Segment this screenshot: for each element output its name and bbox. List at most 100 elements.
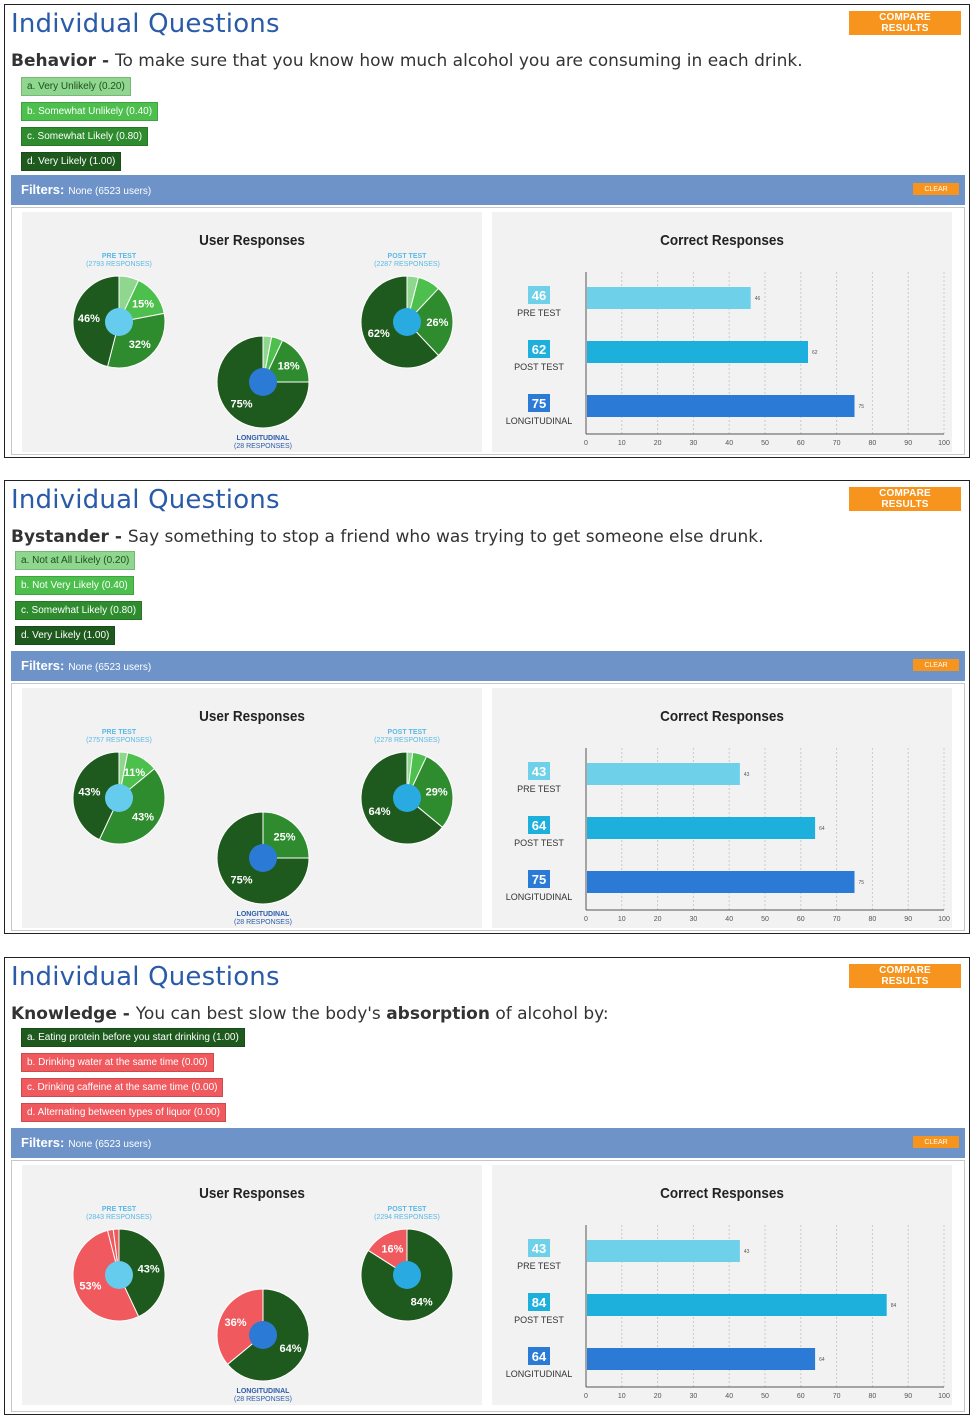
bar[interactable] (587, 1240, 740, 1262)
pie-1[interactable]: 26% 62% POST TEST(2287 RESPONSES) (360, 253, 454, 369)
question-part: Say something to stop a friend who was t… (127, 527, 764, 547)
user-responses-chart: 15% 32% 46% PRE TEST(2793 RESPONSES) 26% 62% P… (72, 253, 454, 450)
pie-2[interactable]: 64% 36% LONGITUDINAL(28 RESPONSES) (216, 1288, 310, 1403)
user-responses-chart: 43% 53% PRE TEST(2843 RESPONSES) 84% 16% POST… (72, 1206, 454, 1403)
user-responses-title: User Responses (199, 232, 305, 249)
bar-end-label: 46 (755, 296, 761, 302)
answer-option[interactable]: a. Very Unlikely (0.20) (21, 77, 131, 96)
pie-0[interactable]: 43% 53% PRE TEST(2843 RESPONSES) (72, 1206, 166, 1322)
question-part: absorption (386, 1004, 490, 1024)
bar[interactable] (587, 395, 855, 417)
pie-slice[interactable] (98, 767, 166, 845)
pie-slice[interactable] (406, 755, 454, 829)
pie-slice[interactable] (118, 1228, 166, 1318)
charts-area: 15% 32% 46% PRE TEST (2793 RESPONSES) 26% 62% P… (11, 207, 965, 455)
x-tick-label: 30 (690, 916, 698, 923)
answer-option[interactable]: a. Not at All Likely (0.20) (15, 551, 136, 570)
answer-option[interactable]: c. Somewhat Likely (0.80) (21, 127, 149, 146)
compare-results-button[interactable]: COMPARE RESULTS (849, 487, 961, 511)
x-tick-label: 40 (725, 1393, 733, 1400)
category-label: PRE TEST (517, 784, 561, 794)
question-text: Knowledge - You can best slow the body's… (11, 1004, 609, 1024)
x-tick-label: 30 (690, 440, 698, 447)
panel-title: Individual Questions (11, 485, 280, 515)
pie-2[interactable]: 25% 75% LONGITUDINAL(28 RESPONSES) (216, 811, 310, 926)
pie-0[interactable]: 15% 32% 46% PRE TEST(2793 RESPONSES) (72, 253, 166, 369)
compare-results-button[interactable]: COMPARE RESULTS (849, 11, 961, 35)
answer-options: a. Very Unlikely (0.20) b. Somewhat Unlik… (21, 77, 159, 177)
pie-0[interactable]: 11% 43% 43% PRE TEST(2757 RESPONSES) (72, 729, 166, 845)
pie-center (393, 784, 421, 812)
value-badge-text: 46 (532, 288, 546, 303)
value-badge-text: 75 (532, 872, 546, 887)
pie-slice-label: 46% (78, 313, 100, 325)
bar[interactable] (587, 1294, 887, 1316)
bar[interactable] (587, 763, 740, 785)
pie-1[interactable]: 29% 64% POST TEST(2278 RESPONSES) (360, 729, 454, 845)
x-tick-label: 60 (797, 1393, 805, 1400)
clear-filters-button[interactable]: CLEAR (913, 659, 959, 671)
answer-option[interactable]: c. Somewhat Likely (0.80) (15, 601, 143, 620)
category-label: LONGITUDINAL (506, 1369, 573, 1379)
category-label: PRE TEST (517, 1261, 561, 1271)
bar[interactable] (587, 817, 816, 839)
bar[interactable] (587, 341, 808, 363)
answer-option[interactable]: d. Very Likely (1.00) (15, 626, 116, 645)
correct-responses-chart: 0 10 20 30 40 50 60 70 80 90 100 43 43 PRE TEST 64 64 PO… (506, 748, 950, 923)
pie-slice[interactable] (72, 751, 120, 841)
bar[interactable] (587, 871, 855, 893)
bar-end-label: 62 (812, 350, 818, 356)
clear-filters-button[interactable]: CLEAR (913, 183, 959, 195)
answer-option[interactable]: a. Eating protein before you start drink… (21, 1028, 245, 1047)
value-badge (528, 286, 550, 304)
pie-responses-label: (28 RESPONSES) (234, 443, 292, 450)
value-badge (528, 394, 550, 412)
pie-1[interactable]: 84% 16% POST TEST(2294 RESPONSES) (360, 1206, 454, 1322)
answer-option[interactable]: b. Somewhat Unlikely (0.40) (21, 102, 159, 121)
bar[interactable] (587, 1348, 816, 1370)
pie-slice[interactable] (72, 275, 120, 368)
compare-results-button[interactable]: COMPARE RESULTS (849, 964, 961, 988)
pie-name-label: POST TEST (388, 1206, 428, 1213)
correct-responses-chart: 0 10 20 30 40 50 60 70 80 90 100 43 43 PRE TEST 84 84 PO… (506, 1225, 950, 1400)
x-tick-label: 10 (618, 440, 626, 447)
question-category: Bystander (11, 527, 109, 547)
value-badge (528, 1293, 550, 1311)
charts-area: 11% 43% 43% PRE TEST (2757 RESPONSES) 29% 64% P… (11, 683, 965, 931)
x-tick-label: 0 (584, 1393, 588, 1400)
x-tick-label: 30 (690, 1393, 698, 1400)
answer-option[interactable]: b. Not Very Likely (0.40) (15, 576, 134, 595)
pie-name-label: LONGITUDINAL (237, 435, 291, 442)
x-tick-label: 100 (938, 916, 950, 923)
x-tick-label: 90 (904, 1393, 912, 1400)
answer-option[interactable]: d. Alternating between types of liquor (… (21, 1103, 226, 1122)
answer-option[interactable]: c. Drinking caffeine at the same time (0… (21, 1078, 224, 1097)
x-tick-label: 70 (833, 916, 841, 923)
pie-center (393, 308, 421, 336)
question-part: of alcohol by: (489, 1004, 609, 1024)
pie-2[interactable]: 18% 75% LONGITUDINAL(28 RESPONSES) (216, 335, 310, 450)
answer-option[interactable]: b. Drinking water at the same time (0.00… (21, 1053, 214, 1072)
question-category: Knowledge (11, 1004, 117, 1024)
pie-slice-label: 29% (426, 786, 448, 798)
pie-slice[interactable] (262, 339, 310, 383)
x-tick-label: 70 (833, 440, 841, 447)
pie-responses-label: (2757 RESPONSES) (86, 737, 152, 744)
x-tick-label: 40 (725, 916, 733, 923)
pie-responses-label: (2278 RESPONSES) (374, 737, 440, 744)
x-tick-label: 50 (761, 440, 769, 447)
value-badge-text: 84 (532, 1295, 547, 1310)
pie-name-label: PRE TEST (102, 1206, 137, 1213)
answer-options: a. Eating protein before you start drink… (21, 1028, 245, 1128)
clear-filters-button[interactable]: CLEAR (913, 1136, 959, 1148)
x-tick-label: 0 (584, 440, 588, 447)
pie-slice-label: 43% (138, 1263, 160, 1275)
bar[interactable] (587, 287, 751, 309)
pie-slice[interactable] (262, 811, 310, 859)
answer-option[interactable]: d. Very Likely (1.00) (21, 152, 122, 171)
x-tick-label: 60 (797, 440, 805, 447)
pie-slice[interactable] (216, 1288, 264, 1366)
category-label: LONGITUDINAL (506, 416, 573, 426)
pie-slice[interactable] (406, 287, 454, 357)
pie-slice[interactable] (367, 1228, 408, 1276)
